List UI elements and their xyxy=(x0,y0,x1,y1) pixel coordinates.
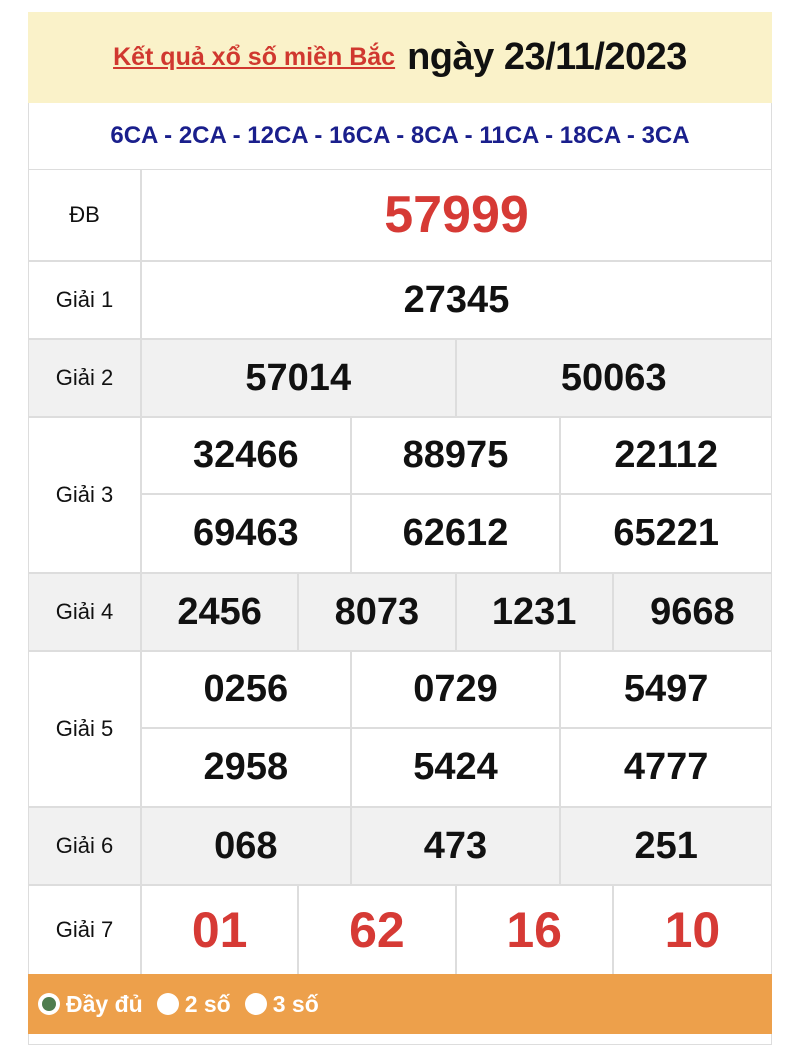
prize-label: Giải 7 xyxy=(29,886,142,974)
option-label: 2 số xyxy=(184,990,231,1017)
prize-number: 50063 xyxy=(560,356,667,399)
prize-number: 22112 xyxy=(561,418,771,495)
prize-numbers: 01 62 16 10 xyxy=(142,886,771,974)
prize-numbers: 0256 0729 5497 2958 5424 4777 xyxy=(142,652,771,806)
prize-number: 8073 xyxy=(299,574,457,650)
prize-row-g7: Giải 7 01 62 16 10 xyxy=(28,886,772,974)
display-options-bar: Đầy đủ 2 số 3 số xyxy=(28,974,772,1034)
option-label: Đầy đủ xyxy=(66,990,143,1017)
prize-number: 69463 xyxy=(142,495,352,572)
prize-label: Giải 1 xyxy=(29,262,142,338)
prize-numbers: 32466 88975 22112 69463 62612 65221 xyxy=(142,418,771,572)
prize-label: Giải 2 xyxy=(29,340,142,416)
province-codes: 6CA - 2CA - 12CA - 16CA - 8CA - 11CA - 1… xyxy=(28,103,772,170)
prize-numbers: 2456 8073 1231 9668 xyxy=(142,574,771,650)
title-link[interactable]: Kết quả xổ số miền Bắc xyxy=(113,43,396,71)
prize-numbers: 57014 50063 xyxy=(142,340,771,416)
prize-number: 65221 xyxy=(613,512,719,554)
option-full[interactable]: Đầy đủ xyxy=(38,991,143,1018)
prize-label: Giải 5 xyxy=(29,652,142,806)
draw-date: ngày 23/11/2023 xyxy=(407,36,687,78)
option-3-digits[interactable]: 3 số xyxy=(244,990,319,1018)
prize-row-g1: Giải 1 27345 xyxy=(28,262,772,340)
prize-number: 10 xyxy=(664,902,721,958)
prize-row-g4: Giải 4 2456 8073 1231 9668 xyxy=(28,574,772,652)
prize-numbers: 57999 xyxy=(142,170,771,260)
prize-row-g2: Giải 2 57014 50063 xyxy=(28,340,772,418)
prize-number: 1231 xyxy=(457,574,614,650)
prize-row-db: ĐB 57999 xyxy=(28,170,772,262)
radio-icon[interactable] xyxy=(244,993,267,1015)
prize-number: 068 xyxy=(142,808,352,884)
prize-number: 62 xyxy=(299,886,457,974)
results-header: Kết quả xổ số miền Bắc ngày 23/11/2023 xyxy=(28,12,772,103)
prize-number: 57014 xyxy=(142,340,457,416)
prize-number: 2958 xyxy=(142,729,352,806)
prize-row-g6: Giải 6 068 473 251 xyxy=(28,808,772,886)
results-table: Kết quả xổ số miền Bắc ngày 23/11/2023 6… xyxy=(28,12,772,1045)
prize-number: 27345 xyxy=(403,278,510,321)
prize-number: 88975 xyxy=(351,418,562,495)
prize-numbers: 068 473 251 xyxy=(142,808,771,884)
option-label: 3 số xyxy=(272,990,319,1017)
prize-number: 01 xyxy=(142,886,300,974)
prize-number: 4777 xyxy=(623,746,709,788)
option-2-digits[interactable]: 2 số xyxy=(156,990,231,1018)
prize-number: 2456 xyxy=(142,574,300,650)
radio-icon[interactable] xyxy=(156,993,179,1015)
prize-label: Giải 3 xyxy=(29,418,142,572)
prize-number: 32466 xyxy=(142,418,352,495)
radio-icon[interactable] xyxy=(38,993,60,1015)
prize-label: Giải 4 xyxy=(29,574,142,650)
prize-label: ĐB xyxy=(29,170,142,260)
prize-label: Giải 6 xyxy=(29,808,142,884)
prize-number: 9668 xyxy=(650,590,735,633)
prize-number: 16 xyxy=(457,886,614,974)
prize-number: 5497 xyxy=(561,652,771,729)
prize-row-g3: Giải 3 32466 88975 22112 69463 62612 65221 xyxy=(28,418,772,574)
prize-number: 0729 xyxy=(351,652,562,729)
prize-number: 0256 xyxy=(142,652,352,729)
next-table-edge xyxy=(28,1034,772,1045)
prize-row-g5: Giải 5 0256 0729 5497 2958 5424 4777 xyxy=(28,652,772,808)
prize-number: 5424 xyxy=(352,729,562,806)
prize-numbers: 27345 xyxy=(142,262,771,338)
prize-number: 62612 xyxy=(352,495,562,572)
prize-number: 473 xyxy=(352,808,562,884)
prize-number: 251 xyxy=(634,824,698,867)
prize-number: 57999 xyxy=(384,186,529,244)
